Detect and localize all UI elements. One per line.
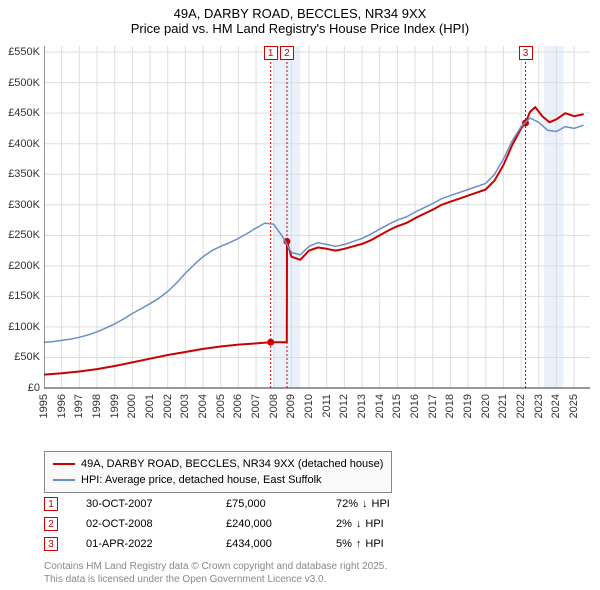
event-date: 30-OCT-2007 <box>86 498 226 510</box>
event-delta: 2% ↓HPI <box>336 518 436 530</box>
legend-swatch <box>53 479 75 481</box>
event-delta-label: HPI <box>372 498 390 510</box>
x-tick-label: 2016 <box>409 394 421 418</box>
x-tick-label: 2002 <box>162 394 174 418</box>
x-tick-label: 2018 <box>444 394 456 418</box>
legend: 49A, DARBY ROAD, BECCLES, NR34 9XX (deta… <box>44 451 392 493</box>
x-tick-label: 2008 <box>268 394 280 418</box>
y-tick-label: £300K <box>2 199 40 211</box>
chart-svg <box>44 44 590 408</box>
x-tick-label: 2013 <box>356 394 368 418</box>
footer-line-1: Contains HM Land Registry data © Crown c… <box>44 561 387 574</box>
event-delta: 5% ↑HPI <box>336 538 436 550</box>
x-tick-label: 2003 <box>179 394 191 418</box>
y-tick-label: £500K <box>2 77 40 89</box>
x-tick-label: 2020 <box>480 394 492 418</box>
event-marker-badge: 1 <box>264 46 278 60</box>
legend-label: HPI: Average price, detached house, East… <box>81 474 322 486</box>
event-badge: 2 <box>44 517 58 531</box>
event-row: 1 30-OCT-2007£75,00072% ↓ HPI <box>44 494 436 514</box>
event-delta-pct: 5% <box>336 538 352 550</box>
event-delta-pct: 72% <box>336 498 358 510</box>
title-line-1: 49A, DARBY ROAD, BECCLES, NR34 9XX <box>0 6 600 21</box>
x-tick-label: 2017 <box>427 394 439 418</box>
event-row: 2 02-OCT-2008£240,0002% ↓HPI <box>44 514 436 534</box>
x-tick-label: 2022 <box>515 394 527 418</box>
x-tick-label: 2011 <box>321 394 333 418</box>
x-tick-label: 2014 <box>374 394 386 418</box>
arrow-up-icon: ↑ <box>356 538 362 550</box>
y-tick-label: £200K <box>2 260 40 272</box>
event-badge: 3 <box>44 537 58 551</box>
legend-item: HPI: Average price, detached house, East… <box>53 472 383 488</box>
legend-swatch <box>53 463 75 465</box>
x-tick-label: 2024 <box>550 394 562 418</box>
event-price: £75,000 <box>226 498 336 510</box>
y-tick-label: £550K <box>2 46 40 58</box>
event-price: £240,000 <box>226 518 336 530</box>
title-line-2: Price paid vs. HM Land Registry's House … <box>0 21 600 36</box>
x-tick-label: 2010 <box>303 394 315 418</box>
x-tick-label: 2009 <box>285 394 297 418</box>
y-tick-label: £150K <box>2 290 40 302</box>
arrow-down-icon: ↓ <box>356 518 362 530</box>
y-tick-label: £100K <box>2 321 40 333</box>
arrow-down-icon: ↓ <box>362 498 368 510</box>
events-table: 130-OCT-2007£75,00072%↓HPI202-OCT-2008£2… <box>44 494 436 554</box>
chart-title: 49A, DARBY ROAD, BECCLES, NR34 9XX Price… <box>0 0 600 36</box>
legend-item: 49A, DARBY ROAD, BECCLES, NR34 9XX (deta… <box>53 456 383 472</box>
x-tick-label: 2006 <box>232 394 244 418</box>
x-tick-label: 1998 <box>91 394 103 418</box>
event-marker-badge: 2 <box>280 46 294 60</box>
x-tick-label: 2019 <box>462 394 474 418</box>
x-tick-label: 2023 <box>533 394 545 418</box>
x-tick-label: 2007 <box>250 394 262 418</box>
x-tick-label: 1997 <box>73 394 85 418</box>
x-tick-label: 2004 <box>197 394 209 418</box>
event-price: £434,000 <box>226 538 336 550</box>
event-delta-pct: 2% <box>336 518 352 530</box>
x-tick-label: 2012 <box>338 394 350 418</box>
y-tick-label: £350K <box>2 168 40 180</box>
event-date: 02-OCT-2008 <box>86 518 226 530</box>
x-tick-label: 2015 <box>391 394 403 418</box>
x-tick-label: 2005 <box>215 394 227 418</box>
x-tick-label: 2001 <box>144 394 156 418</box>
y-tick-label: £250K <box>2 229 40 241</box>
event-row: 3 01-APR-2022£434,0005% ↑HPI <box>44 534 436 554</box>
x-tick-label: 2025 <box>568 394 580 418</box>
y-tick-label: £450K <box>2 107 40 119</box>
event-date: 01-APR-2022 <box>86 538 226 550</box>
event-badge: 1 <box>44 497 58 511</box>
legend-label: 49A, DARBY ROAD, BECCLES, NR34 9XX (deta… <box>81 458 383 470</box>
y-tick-label: £400K <box>2 138 40 150</box>
x-tick-label: 1996 <box>56 394 68 418</box>
event-delta: 72% ↓ HPI <box>336 498 436 510</box>
footer-attribution: Contains HM Land Registry data © Crown c… <box>44 561 387 586</box>
y-tick-label: £0 <box>2 382 40 394</box>
event-delta-label: HPI <box>365 518 383 530</box>
x-tick-label: 2021 <box>497 394 509 418</box>
x-tick-label: 1995 <box>38 394 50 418</box>
event-delta-label: HPI <box>365 538 383 550</box>
footer-line-2: This data is licensed under the Open Gov… <box>44 574 387 587</box>
x-tick-label: 2000 <box>126 394 138 418</box>
event-marker-badge: 3 <box>519 46 533 60</box>
y-tick-label: £50K <box>2 351 40 363</box>
x-tick-label: 1999 <box>109 394 121 418</box>
chart: £0£50K£100K£150K£200K£250K£300K£350K£400… <box>44 44 590 408</box>
